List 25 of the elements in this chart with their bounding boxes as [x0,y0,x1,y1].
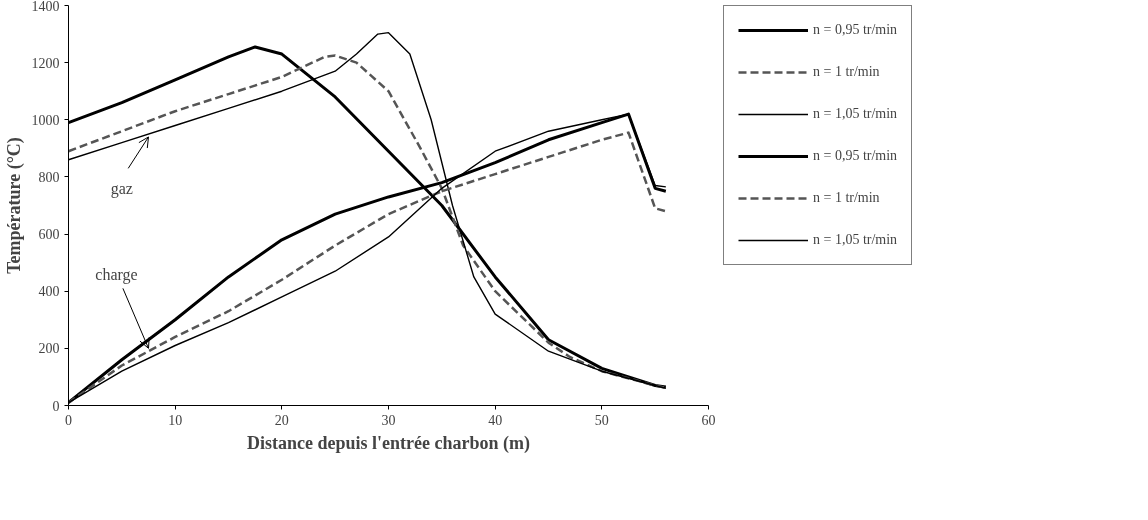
y-tick-label: 200 [38,341,60,357]
legend-label: n = 1,05 tr/min [813,232,898,248]
y-tick-label: 1200 [31,55,60,71]
annotation: charge [95,265,138,284]
y-tick-label: 0 [52,398,60,414]
legend-label: n = 0,95 tr/min [813,22,898,38]
y-axis-title: Température (°C) [3,137,25,274]
x-tick-label: 50 [594,412,609,428]
x-tick-label: 0 [65,412,72,428]
annotation: gaz [110,179,133,198]
y-tick-label: 600 [38,227,60,243]
x-tick-label: 30 [381,412,396,428]
x-tick-label: 20 [274,412,289,428]
legend-label: n = 0,95 tr/min [813,148,898,164]
y-tick-label: 800 [38,169,60,185]
legend-label: n = 1 tr/min [813,190,880,206]
y-tick-label: 1400 [31,0,60,14]
legend-label: n = 1 tr/min [813,64,880,80]
x-axis-title: Distance depuis l'entrée charbon (m) [247,432,530,454]
y-tick-label: 400 [38,284,60,300]
legend-label: n = 1,05 tr/min [813,106,898,122]
y-tick-label: 1000 [31,112,60,128]
x-tick-label: 60 [701,412,716,428]
x-tick-label: 40 [488,412,503,428]
x-tick-label: 10 [168,412,183,428]
